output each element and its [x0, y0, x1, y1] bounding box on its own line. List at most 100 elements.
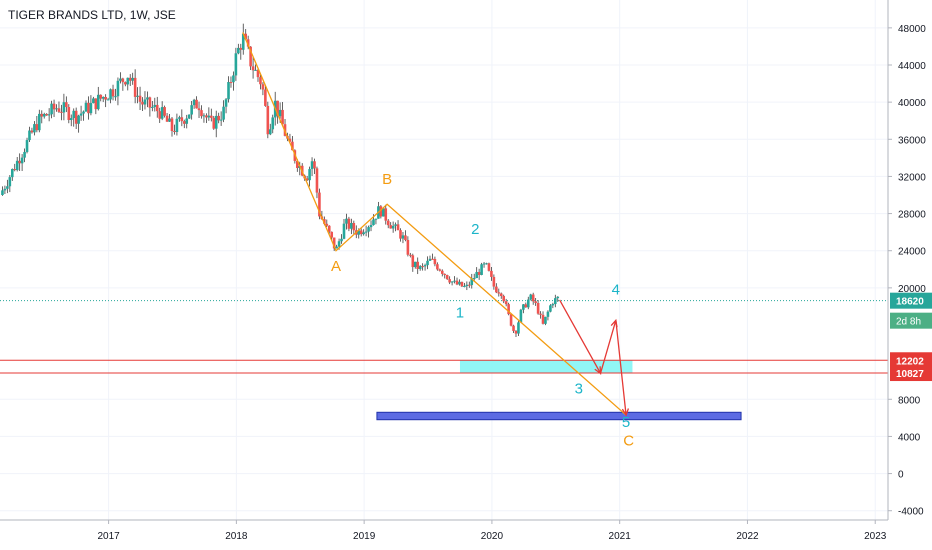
candle-body [128, 77, 132, 81]
candle-body [468, 284, 471, 286]
candle-body [433, 258, 437, 265]
candle-body [8, 177, 12, 187]
candle-body [352, 223, 356, 231]
candle-body [416, 261, 420, 269]
candle-body [99, 94, 103, 99]
y-tick-label: 20000 [898, 284, 926, 295]
candle-body [264, 89, 267, 106]
wave-label-C: C [623, 433, 634, 450]
candle-body [219, 119, 223, 121]
y-tick-label: 8000 [898, 395, 921, 406]
candle-body [340, 238, 343, 242]
candle-body [222, 106, 225, 120]
candle-body [207, 115, 211, 118]
candle-body [234, 53, 238, 76]
chart-title: TIGER BRANDS LTD, 1W, JSE [8, 8, 176, 22]
candle-body [332, 237, 336, 249]
candle-body [133, 77, 137, 97]
candle-body [124, 82, 127, 85]
candle-body [389, 225, 392, 229]
candle-body [15, 160, 19, 171]
candle-body [13, 169, 17, 171]
candle-body [82, 111, 85, 114]
candle-body [214, 115, 218, 129]
x-tick-label: 2020 [481, 531, 504, 542]
candle-body [450, 281, 454, 283]
candle-body [296, 160, 299, 169]
candle-body [509, 314, 513, 326]
candle-body [512, 325, 515, 331]
candle-body [374, 218, 378, 220]
x-tick-label: 2017 [97, 531, 120, 542]
candle-body [463, 285, 466, 287]
current-price-badge [890, 292, 932, 309]
candle-body [42, 113, 46, 117]
candle-body [160, 107, 164, 119]
candle-body [155, 104, 159, 112]
candle-body [413, 261, 417, 268]
countdown-badge-label: 2d 8h [896, 317, 921, 328]
candle-body [148, 97, 152, 108]
candle-body [490, 270, 493, 277]
candle-body [477, 271, 481, 275]
candle-body [192, 99, 196, 106]
candle-body [143, 99, 147, 105]
candle-body [212, 117, 216, 129]
candle-body [330, 231, 334, 238]
candle-body [406, 240, 410, 255]
level-badge-label: 10827 [896, 369, 924, 380]
candle-body [453, 280, 456, 282]
wave-label-2: 2 [471, 221, 479, 238]
candle-body [60, 111, 63, 113]
y-tick-label: 24000 [898, 247, 926, 258]
candle-body [524, 304, 528, 308]
candle-body [254, 69, 257, 71]
candle-body [138, 95, 142, 102]
candle-body [106, 99, 110, 101]
candle-body [180, 117, 184, 122]
candle-body [458, 281, 461, 285]
candle-body [30, 130, 34, 133]
candle-body [190, 105, 193, 115]
candle-body [256, 69, 260, 78]
candle-body [278, 109, 282, 117]
candle-body [337, 241, 341, 247]
candle-body [182, 121, 186, 124]
candle-body [185, 118, 189, 124]
candle-body [232, 75, 235, 83]
level-badge [890, 352, 932, 369]
zones [376, 360, 742, 421]
candle-body [3, 188, 7, 191]
wave-label-B: B [382, 171, 392, 188]
candle-body [38, 113, 41, 131]
candle-body [526, 299, 530, 308]
projection-arrowhead [621, 408, 630, 417]
candle-body [487, 263, 491, 271]
candle-body [271, 117, 275, 130]
candle-body [359, 230, 363, 235]
candle-body [350, 223, 353, 229]
candle-body [436, 264, 439, 270]
candle-body [57, 108, 61, 112]
y-tick-label: 40000 [898, 98, 926, 109]
wave-label-4: 4 [612, 281, 620, 298]
candle-body [438, 269, 442, 271]
candle-body [428, 258, 432, 261]
candle-body [544, 316, 547, 324]
candle-body [539, 313, 542, 315]
candle-body [443, 273, 447, 276]
candle-body [313, 161, 316, 169]
candle-body [423, 265, 427, 267]
candle-body [418, 266, 422, 269]
candle-body [104, 96, 107, 100]
y-tick-label: 28000 [898, 210, 926, 221]
candle-body [305, 178, 309, 181]
candle-body [178, 117, 181, 119]
wave-labels: A B C 1 2 3 4 5 [331, 171, 634, 450]
candle-body [318, 192, 321, 217]
wave-label-3: 3 [575, 381, 583, 398]
candle-body [94, 98, 98, 110]
candle-body [241, 33, 245, 50]
y-tick-label: 36000 [898, 135, 926, 146]
